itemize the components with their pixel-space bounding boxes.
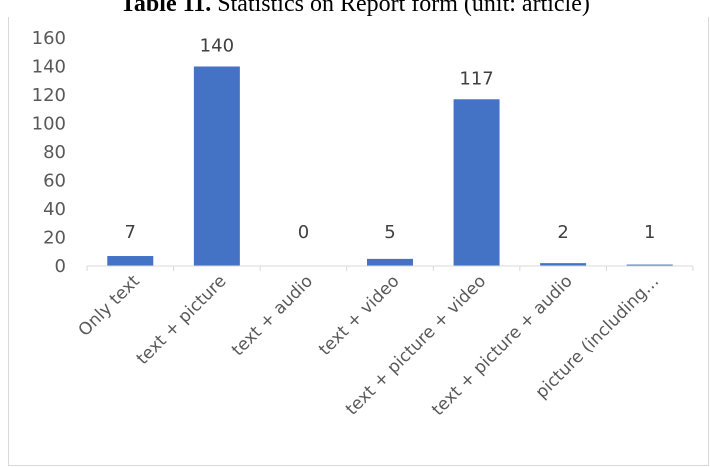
data-label: 7 (125, 222, 136, 243)
bar (540, 263, 587, 266)
data-label: 140 (200, 36, 234, 57)
y-tick-label: 0 (55, 256, 66, 277)
data-label: 117 (459, 68, 493, 89)
data-label: 0 (298, 222, 309, 243)
y-tick-label: 120 (32, 85, 66, 106)
y-tick-label: 100 (32, 114, 66, 135)
category-label: text + video (315, 271, 403, 359)
y-tick-label: 160 (32, 28, 66, 49)
chart-title-rest: Statistics on Report form (unit: article… (211, 0, 590, 17)
chart-title-bold: Table 11. (120, 0, 212, 17)
category-label: text + audio (228, 271, 317, 360)
y-axis-ticks: 0 20 40 60 80 100 120 140 160 (32, 28, 66, 277)
category-label: text + picture + audio (428, 271, 577, 420)
chart-title: Table 11. Statistics on Report form (uni… (0, 0, 710, 18)
x-axis-tick-marks (86, 266, 694, 271)
category-label: Only text (75, 271, 144, 340)
bars (107, 66, 673, 267)
bar (193, 66, 240, 266)
data-labels: 7 140 0 5 117 2 1 (125, 36, 656, 244)
y-tick-label: 80 (43, 142, 66, 163)
category-label: text + picture (133, 271, 231, 369)
y-tick-label: 60 (43, 171, 66, 192)
bar (453, 99, 500, 267)
data-label: 1 (644, 222, 655, 243)
y-tick-label: 20 (43, 228, 66, 249)
chart-frame (8, 17, 709, 466)
bar (626, 264, 673, 266)
bar (367, 258, 413, 266)
bar (107, 256, 154, 266)
data-label: 2 (557, 222, 568, 243)
y-tick-label: 40 (43, 199, 66, 220)
data-label: 5 (384, 222, 395, 243)
category-label: text + picture + video (342, 271, 490, 419)
y-tick-label: 140 (32, 57, 66, 78)
